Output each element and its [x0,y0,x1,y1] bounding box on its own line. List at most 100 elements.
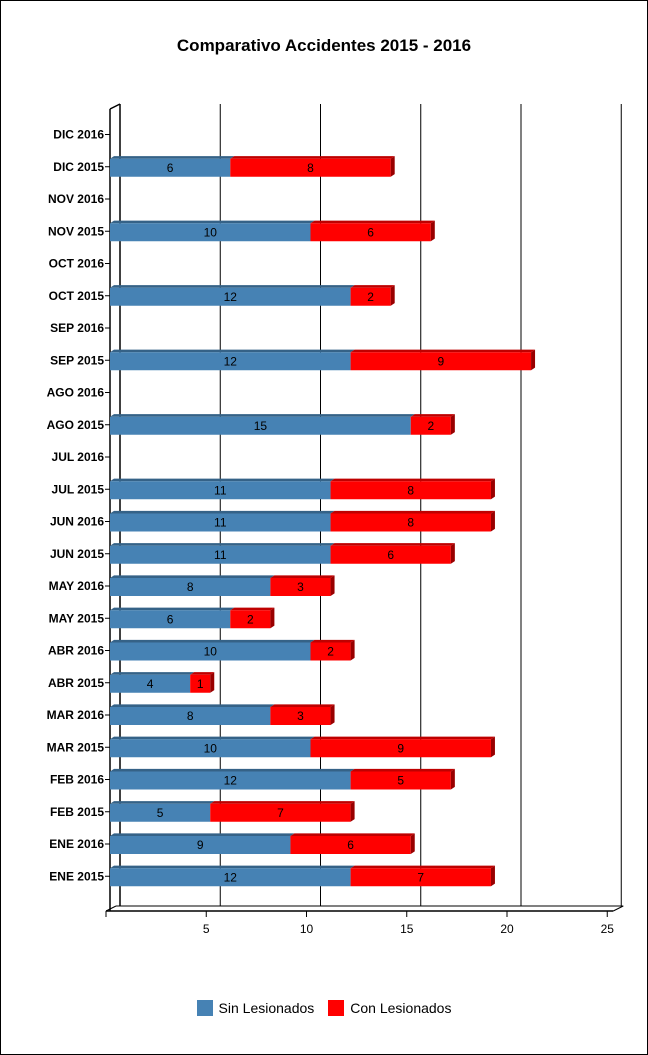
legend-swatch-sin-lesionados [196,1000,213,1016]
data-label: 10 [204,645,218,659]
y-tick-label: JUL 2015 [52,482,105,496]
data-label: 8 [407,483,414,497]
y-tick-label: MAY 2015 [49,611,105,625]
legend-item-con-lesionados[interactable]: Con Lesionados [328,1000,451,1016]
y-tick-label: MAY 2016 [49,579,105,593]
bar-side-face [490,736,495,758]
data-label: 3 [297,580,304,594]
bar-side-face [270,607,275,629]
bar-side-face [390,156,395,177]
data-label: 11 [214,483,227,497]
data-label: 5 [397,774,404,788]
bar-top-face [330,478,495,482]
data-label: 12 [224,774,238,788]
bar-top-face [110,768,355,772]
y-tick-label: SEP 2016 [50,321,104,335]
y-tick-label: DIC 2015 [53,160,104,174]
bar-segment [110,868,351,887]
bar-top-face [110,801,215,804]
bar-segment [350,352,532,371]
bar-segment [110,610,231,629]
data-label: 7 [417,870,424,884]
bar-segment [410,416,451,435]
bar-segment [330,481,491,500]
data-label: 8 [187,709,194,723]
bar-top-face [110,833,295,836]
bar-top-face [110,575,275,578]
bar-segment [270,578,331,596]
bar-top-face [270,575,335,578]
x-axis-depth [105,905,117,912]
bar-side-face [210,672,215,693]
bar-segment [270,707,331,725]
bar-segment [210,803,351,822]
bar-side-face [450,414,455,435]
data-label: 2 [327,645,334,659]
data-label: 3 [297,709,304,723]
bar-side-face [410,833,415,854]
legend-item-sin-lesionados[interactable]: Sin Lesionados [196,1000,314,1016]
bar-segment [110,352,351,371]
data-label: 12 [224,290,238,304]
data-label: 12 [224,354,238,368]
bar-segment [310,223,431,242]
bar-segment [330,545,451,564]
bar-segment [190,674,211,693]
chart-title: Comparativo Accidentes 2015 - 2016 [176,36,472,55]
bar-top-face [350,285,395,288]
bar-side-face [490,865,495,887]
data-label: 2 [367,290,374,304]
data-label: 10 [204,741,218,755]
bar-side-face [490,478,495,500]
data-label: 15 [254,419,268,433]
bar-segment [110,158,231,177]
bar-side-face [350,639,355,661]
data-label: 8 [307,161,314,175]
bar-top-face [110,607,235,611]
y-tick-label: ABR 2015 [48,676,104,690]
bar-top-face [110,704,275,707]
bar-segment [110,545,331,564]
bar-segment [110,707,271,725]
data-label: 2 [427,419,434,433]
bar-top-face [110,510,335,514]
bar-side-face [450,543,455,564]
bar-top-face [110,672,195,675]
bar-segment [110,642,311,661]
data-label: 2 [247,612,254,626]
bar-top-face [330,510,495,514]
bar-top-face [110,639,315,643]
y-tick-label: FEB 2015 [50,805,104,819]
y-tick-label: OCT 2016 [49,257,105,271]
bar-top-face [110,414,415,417]
y-tick-label: AGO 2015 [47,418,105,432]
bar-top-face [350,768,455,772]
data-label: 6 [387,548,394,562]
bar-segment [110,287,351,306]
bar-segment [290,836,411,854]
bar-side-face [490,510,495,532]
bar-top-face [110,285,355,288]
x-tick-label: 5 [203,922,210,936]
bar-segment [330,513,491,532]
data-label: 6 [167,161,174,175]
y-tick-label: SEP 2015 [50,353,104,367]
bar-top-face [110,220,315,224]
x-axis-end [613,905,624,912]
x-tick-label: 25 [601,922,615,936]
data-label: 6 [367,225,374,239]
y-tick-label: JUN 2016 [50,515,104,529]
bar-top-face [110,736,315,740]
bar-segment [110,416,411,435]
bar-segment [350,287,391,306]
bar-side-face [350,801,355,822]
bar-segment [350,771,451,790]
data-label: 9 [197,838,204,852]
legend-label-con-lesionados: Con Lesionados [350,1000,452,1016]
bar-top-face [230,156,395,159]
x-tick-label: 15 [400,922,414,936]
bar-top-face [230,607,275,611]
bar-side-face [330,575,335,596]
bar-top-face [110,478,335,482]
bar-top-face [310,220,435,224]
